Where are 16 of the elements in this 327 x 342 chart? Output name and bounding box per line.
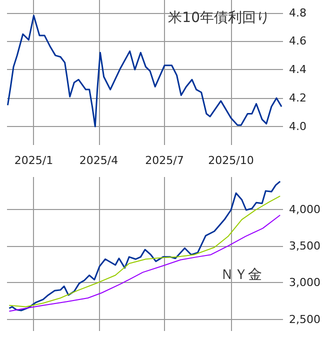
y-tick-label: 4.2 (289, 92, 306, 105)
y-tick-label: 4.4 (289, 63, 306, 76)
x-tick-label: 2025/1 (14, 154, 54, 167)
y-tick-label: 4.0 (289, 120, 306, 134)
text: ＮＹ金 (220, 267, 262, 283)
y-tick-label: 3,000 (289, 276, 320, 290)
y-tick-label: 4,000 (289, 202, 320, 216)
x-tick-label: 2025/7 (145, 154, 184, 167)
text: 米10年債利回り (168, 10, 270, 26)
line-series (8, 214, 281, 312)
y-tick-label: 2,500 (289, 312, 320, 326)
x-tick-label: 2025/4 (79, 154, 118, 167)
y-tick-label: 4.8 (289, 6, 306, 20)
y-tick-label: 3,500 (289, 239, 320, 252)
x-tick-label: 2025/10 (208, 154, 254, 167)
y-tick-label: 4.6 (289, 34, 306, 48)
